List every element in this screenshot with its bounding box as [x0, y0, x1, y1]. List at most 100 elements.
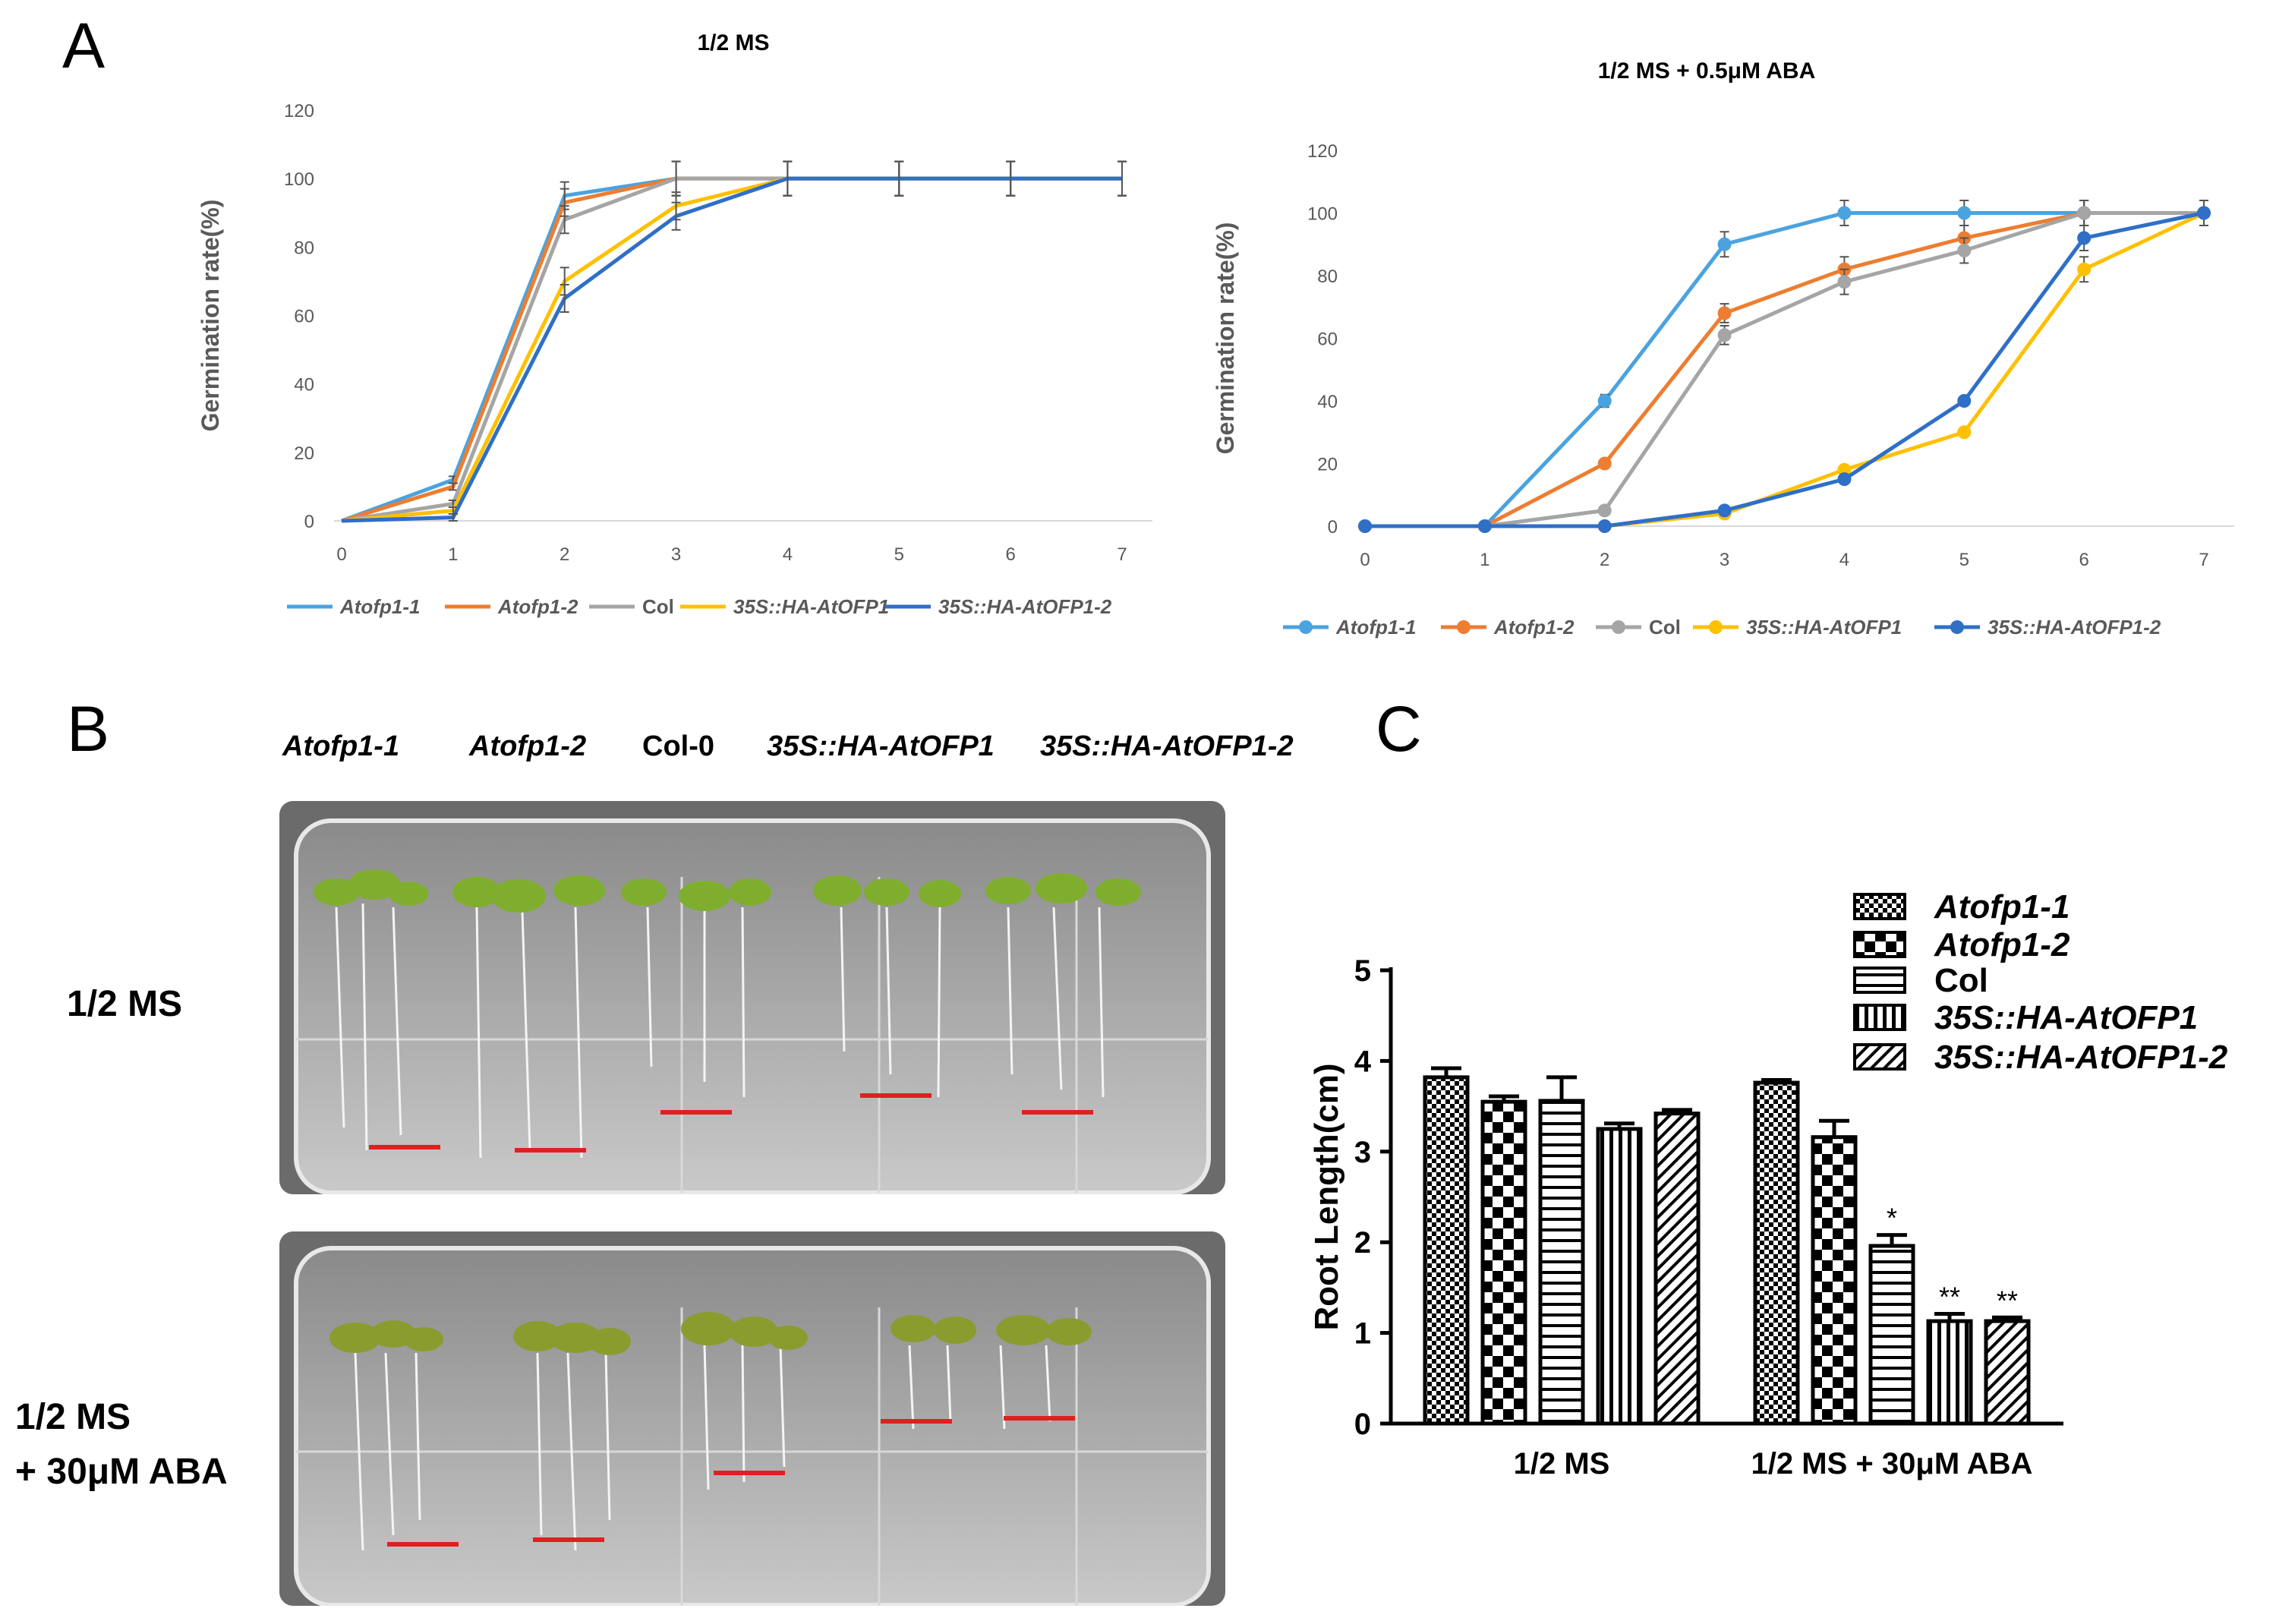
bar [1480, 1099, 1527, 1426]
seedling-plate-photo-aba [279, 1231, 1225, 1606]
y-tick-label: 40 [1317, 392, 1338, 412]
series-Atofp1-2 [341, 160, 1127, 523]
bar [1423, 1075, 1470, 1426]
legend-label: Col [1649, 616, 1681, 639]
legend-label: 35S::HA-AtOFP1-2 [1934, 1039, 2228, 1076]
x-tick-label: 1 [1480, 550, 1489, 570]
data-point [1837, 206, 1852, 220]
bar [1811, 1135, 1858, 1426]
legend-label: 35S::HA-AtOFP1-2 [1988, 616, 2161, 639]
series-35S::HA-AtOFP1-2 [341, 160, 1127, 523]
y-tick-label: 100 [284, 169, 314, 190]
legend-marker [1457, 620, 1471, 634]
y-tick-label: 20 [294, 443, 314, 464]
y-tick-label: 5 [1354, 954, 1371, 988]
y-tick-label: 60 [1317, 330, 1338, 350]
data-point [2077, 206, 2092, 220]
data-point [1957, 425, 1972, 440]
x-category-label: 1/2 MS + 30μM ABA [1751, 1447, 2033, 1481]
data-point [1957, 244, 1972, 257]
legend-label: 35S::HA-AtOFP1-2 [938, 595, 1112, 618]
germination-chart-aba: 1/2 MS + 0.5μM ABA 0 20 40 60 80 100 120 0 1 2 3 4 5 6… [1212, 58, 2234, 639]
x-tick-label: 2 [1600, 550, 1609, 570]
series-line [1365, 211, 2205, 528]
x-tick-label: 4 [1839, 550, 1849, 570]
series-line [1365, 211, 2204, 528]
y-tick-label: 4 [1354, 1045, 1372, 1078]
legend-label: Atofp1-2 [497, 595, 578, 618]
legend-swatch [1853, 1004, 1906, 1031]
y-tick-label: 1 [1354, 1317, 1371, 1351]
data-point [2077, 262, 2092, 276]
legend-label: Atofp1-1 [1335, 616, 1416, 639]
y-axis-label: Germination rate(%) [1212, 222, 1239, 455]
genotype-header-5: 35S::HA-AtOFP1-2 [1040, 730, 1294, 762]
x-tick-label: 3 [671, 544, 681, 565]
genotype-header-4: 35S::HA-AtOFP1 [767, 730, 995, 762]
x-category-label: 1/2 MS [1514, 1447, 1610, 1481]
panel-label-b: B [67, 693, 110, 765]
legend-label: Atofp1-1 [1934, 888, 2070, 926]
series-line [341, 176, 1122, 523]
row-label-aba-line2: + 30μM ABA [15, 1452, 228, 1492]
y-tick-label: 120 [284, 101, 314, 121]
data-point [1597, 394, 1612, 408]
data-point [1957, 394, 1972, 408]
series-line [341, 176, 1122, 523]
y-tick-label: 20 [1317, 455, 1338, 475]
x-tick-label: 1 [448, 544, 458, 565]
x-tick-label: 5 [1959, 550, 1969, 570]
y-tick-label: 80 [1317, 266, 1338, 287]
x-tick-label: 0 [1360, 550, 1370, 570]
legend-marker [1612, 620, 1625, 634]
significance-label: * [1887, 1203, 1897, 1234]
y-tick-label: 120 [1307, 141, 1338, 162]
data-point [1358, 519, 1372, 533]
x-tick-label: 5 [894, 544, 904, 565]
panel-label-a: A [62, 10, 106, 81]
series-35S::HA-AtOFP1-2 [1358, 200, 2211, 533]
y-tick-label: 100 [1307, 204, 1338, 225]
x-tick-label: 6 [2079, 550, 2088, 570]
y-axis-label: Root Length(cm) [1308, 1064, 1345, 1331]
data-point [1837, 275, 1852, 289]
genotype-header-2: Atofp1-2 [469, 730, 587, 762]
y-axis-label: Germination rate(%) [197, 200, 224, 432]
bar [1984, 1319, 2031, 1426]
seedling-plate-photo-ms [279, 801, 1225, 1194]
genotype-header-3: Col-0 [642, 730, 714, 762]
y-tick-label: 0 [1354, 1408, 1371, 1441]
genotype-header-1: Atofp1-1 [282, 730, 400, 762]
x-tick-label: 7 [2199, 550, 2208, 570]
row-label-aba-line1: 1/2 MS [15, 1397, 131, 1437]
bar [1538, 1099, 1585, 1426]
data-point [1717, 328, 1732, 342]
bar [1596, 1127, 1643, 1426]
x-tick-label: 4 [783, 544, 793, 565]
legend-label: 35S::HA-AtOFP1 [733, 595, 889, 618]
data-point [1597, 456, 1612, 471]
legend-marker [1299, 620, 1313, 634]
x-tick-label: 7 [1117, 544, 1127, 565]
data-point [1717, 503, 1732, 518]
bar [1868, 1244, 1915, 1426]
significance-label: ** [1939, 1282, 1960, 1313]
data-point [1597, 519, 1612, 533]
series-line [1365, 211, 2204, 528]
data-point [1477, 519, 1492, 533]
x-tick-label: 6 [1005, 544, 1015, 565]
y-tick-label: 3 [1354, 1136, 1371, 1169]
legend-label: 35S::HA-AtOFP1 [1934, 999, 2198, 1036]
legend-label: Atofp1-1 [339, 595, 420, 618]
series-line [1365, 211, 2204, 528]
chart-title: 1/2 MS + 0.5μM ABA [1598, 58, 1816, 84]
data-point [2197, 206, 2211, 220]
legend-label: Atofp1-2 [1493, 616, 1575, 639]
row-label-ms: 1/2 MS [67, 984, 183, 1024]
bar [1926, 1319, 1973, 1426]
legend-swatch [1853, 1043, 1906, 1071]
data-point [1597, 503, 1612, 518]
legend-label: 35S::HA-AtOFP1 [1746, 616, 1902, 639]
legend-marker [1950, 620, 1964, 634]
